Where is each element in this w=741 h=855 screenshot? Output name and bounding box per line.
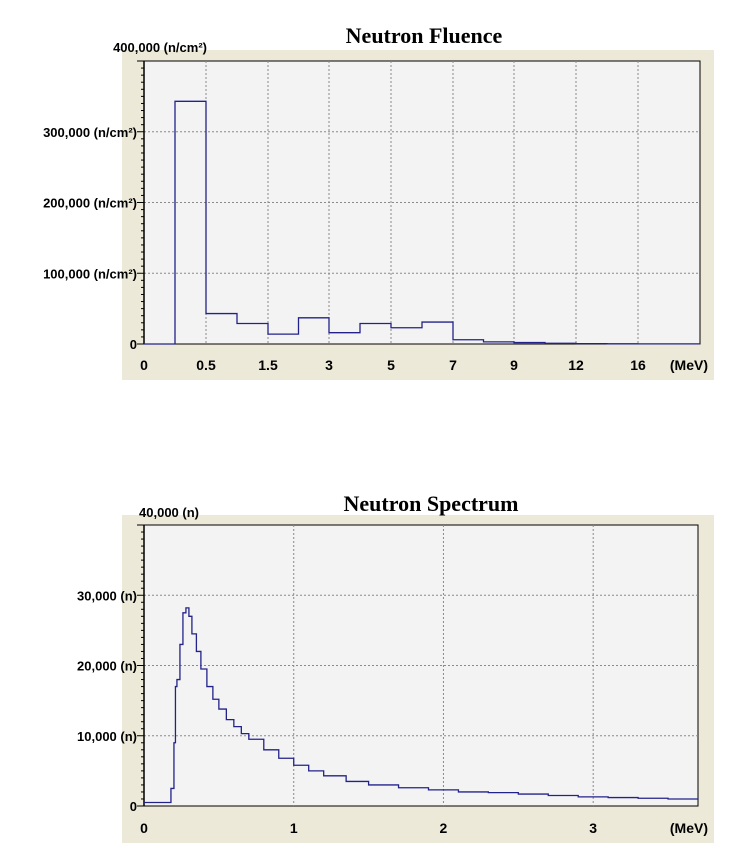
fluence-x-tick-label: 1.5 xyxy=(258,357,278,373)
fluence-x-tick-label: 12 xyxy=(568,357,584,373)
spectrum-ticks xyxy=(137,524,145,807)
fluence-series-line xyxy=(144,100,700,345)
fluence-x-tick-label: 3 xyxy=(325,357,333,373)
fluence-x-tick-label: 7 xyxy=(449,357,457,373)
spectrum-x-tick-labels: 0 1 2 3 (MeV) xyxy=(140,820,708,836)
spectrum-x-tick-label: 2 xyxy=(440,820,448,836)
spectrum-x-unit-label: (MeV) xyxy=(670,820,708,836)
spectrum-y-tick-label: 0 xyxy=(130,799,137,814)
fluence-x-tick-labels: 0 0.5 1.5 3 5 7 9 12 16 (MeV) xyxy=(140,357,708,373)
spectrum-x-tick-label: 0 xyxy=(140,820,148,836)
fluence-y-tick-labels: 0 100,000 (n/cm²) 200,000 (n/cm²) 300,000 (… xyxy=(43,40,207,352)
fluence-x-tick-label: 5 xyxy=(387,357,395,373)
spectrum-x-tick-label: 3 xyxy=(589,820,597,836)
spectrum-y-tick-label: 30,000 (n) xyxy=(77,588,137,603)
fluence-chart: Neutron Fluence 0 100,000 (n/cm²) 200,000 … xyxy=(43,23,714,380)
fluence-y-tick-label: 0 xyxy=(130,337,137,352)
fluence-x-tick-label: 0 xyxy=(140,357,148,373)
fluence-x-tick-label: 0.5 xyxy=(196,357,216,373)
spectrum-y-tick-label: 40,000 (n) xyxy=(139,505,199,520)
spectrum-series-line xyxy=(144,607,699,804)
fluence-y-tick-label: 100,000 (n/cm²) xyxy=(43,266,137,281)
fluence-grid xyxy=(144,61,700,344)
spectrum-x-tick-label: 1 xyxy=(290,820,298,836)
fluence-y-tick-label: 200,000 (n/cm²) xyxy=(43,196,137,211)
fluence-x-tick-label: 16 xyxy=(630,357,646,373)
spectrum-y-tick-label: 10,000 (n) xyxy=(77,729,137,744)
fluence-title: Neutron Fluence xyxy=(346,23,503,48)
fluence-ticks xyxy=(137,60,145,345)
fluence-y-tick-label: 300,000 (n/cm²) xyxy=(43,125,137,140)
spectrum-chart: Neutron Spectrum 010,000 (n)20,000 (n)30… xyxy=(77,491,714,843)
spectrum-y-tick-label: 20,000 (n) xyxy=(77,659,137,674)
fluence-x-tick-label: 9 xyxy=(510,357,518,373)
fluence-y-tick-label: 400,000 (n/cm²) xyxy=(113,40,207,55)
spectrum-grid xyxy=(144,525,698,806)
spectrum-y-tick-labels: 0 10,000 (n) 20,000 (n) 30,000 (n) 40,000 (n… xyxy=(77,505,199,814)
fluence-x-tick-label: (MeV) xyxy=(670,357,708,373)
spectrum-title: Neutron Spectrum xyxy=(344,491,519,516)
